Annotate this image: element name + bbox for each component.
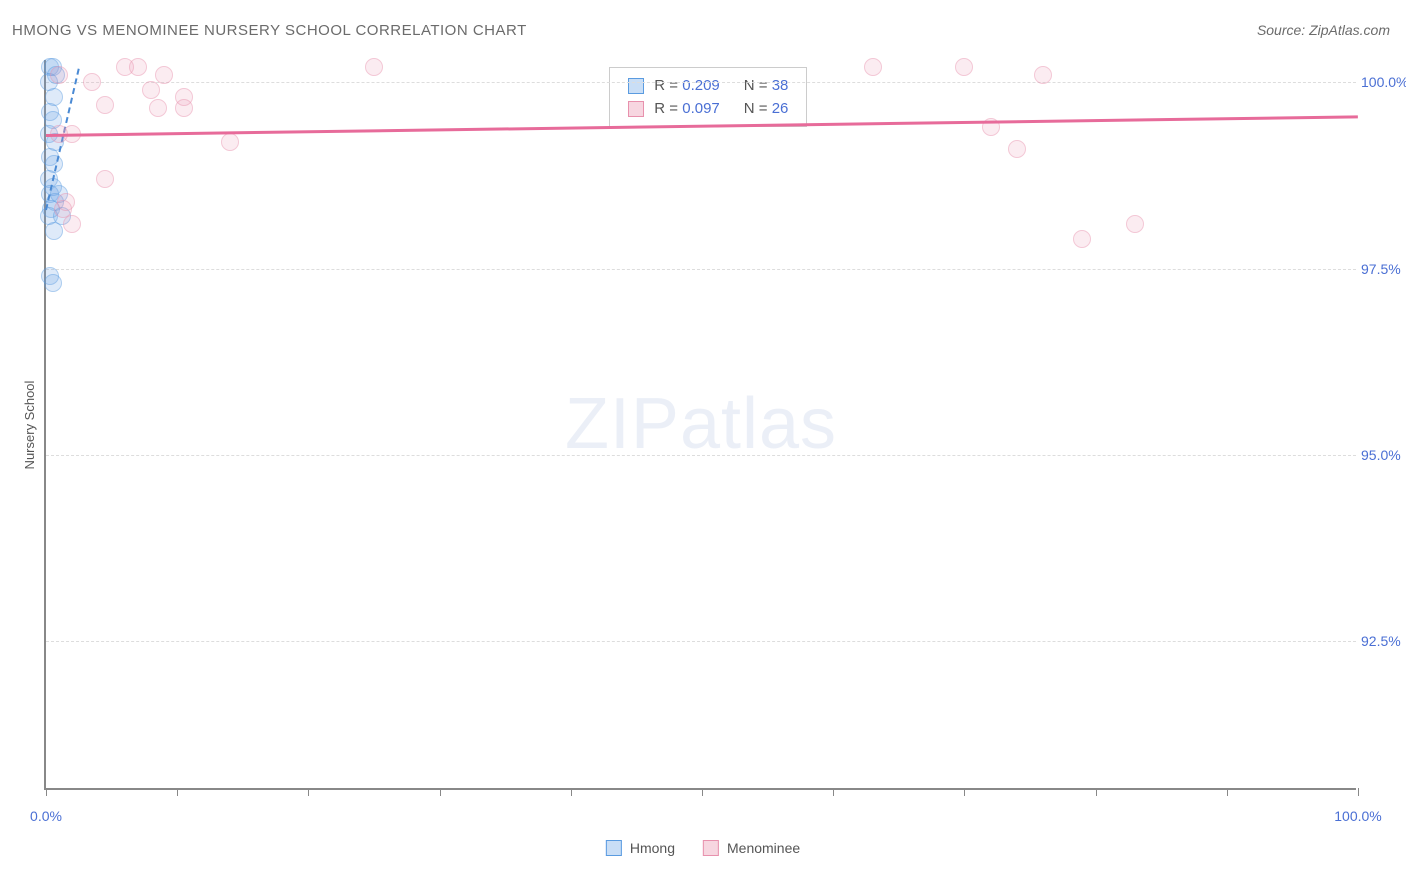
y-tick-label: 97.5% xyxy=(1361,261,1406,277)
x-tick-label-right: 100.0% xyxy=(1334,808,1381,824)
bottom-legend-item: Hmong xyxy=(606,840,675,856)
data-point xyxy=(129,58,147,76)
bottom-legend-item: Menominee xyxy=(703,840,800,856)
source-attribution: Source: ZipAtlas.com xyxy=(1257,22,1390,38)
gridline xyxy=(46,82,1356,83)
gridline xyxy=(46,455,1356,456)
legend-swatch xyxy=(606,840,622,856)
gridline xyxy=(46,269,1356,270)
data-point xyxy=(1126,215,1144,233)
bottom-legend: Hmong Menominee xyxy=(606,840,800,856)
x-tick xyxy=(308,788,309,796)
data-point xyxy=(142,81,160,99)
data-point xyxy=(175,99,193,117)
data-point xyxy=(365,58,383,76)
legend-n-label: N = 38 xyxy=(744,77,789,94)
data-point xyxy=(96,170,114,188)
series-name: Hmong xyxy=(630,840,675,856)
x-tick xyxy=(1227,788,1228,796)
legend-r-label: R = 0.097 xyxy=(654,100,719,117)
legend-n-label: N = 26 xyxy=(744,100,789,117)
data-point xyxy=(54,200,72,218)
chart-title: HMONG VS MENOMINEE NURSERY SCHOOL CORREL… xyxy=(12,22,527,39)
y-tick-label: 100.0% xyxy=(1361,74,1406,90)
y-tick-label: 95.0% xyxy=(1361,447,1406,463)
y-tick-label: 92.5% xyxy=(1361,633,1406,649)
x-tick xyxy=(833,788,834,796)
data-point xyxy=(83,73,101,91)
legend-swatch xyxy=(703,840,719,856)
y-axis-label: Nursery School xyxy=(22,381,37,470)
legend-row: R = 0.209 N = 38 xyxy=(628,74,788,97)
legend-swatch xyxy=(628,101,644,117)
x-tick xyxy=(1096,788,1097,796)
x-tick-label-left: 0.0% xyxy=(30,808,62,824)
data-point xyxy=(955,58,973,76)
data-point xyxy=(1034,66,1052,84)
x-tick xyxy=(964,788,965,796)
legend-swatch xyxy=(628,78,644,94)
series-name: Menominee xyxy=(727,840,800,856)
legend-r-label: R = 0.209 xyxy=(654,77,719,94)
x-tick xyxy=(571,788,572,796)
data-point xyxy=(1073,230,1091,248)
data-point xyxy=(63,215,81,233)
x-tick xyxy=(702,788,703,796)
gridline xyxy=(46,641,1356,642)
watermark: ZIPatlas xyxy=(565,383,837,465)
plot-area: ZIPatlas R = 0.209N = 38R = 0.097N = 26 … xyxy=(44,60,1356,790)
x-tick xyxy=(46,788,47,796)
data-point xyxy=(149,99,167,117)
data-point xyxy=(1008,140,1026,158)
data-point xyxy=(221,133,239,151)
data-point xyxy=(96,96,114,114)
data-point xyxy=(155,66,173,84)
legend-row: R = 0.097 N = 26 xyxy=(628,97,788,120)
x-tick xyxy=(1358,788,1359,796)
x-tick xyxy=(177,788,178,796)
data-point xyxy=(50,66,68,84)
data-point xyxy=(864,58,882,76)
legend-box: R = 0.209 N = 38 R = 0.097 N = 26 xyxy=(609,67,807,127)
data-point xyxy=(44,274,62,292)
x-tick xyxy=(440,788,441,796)
